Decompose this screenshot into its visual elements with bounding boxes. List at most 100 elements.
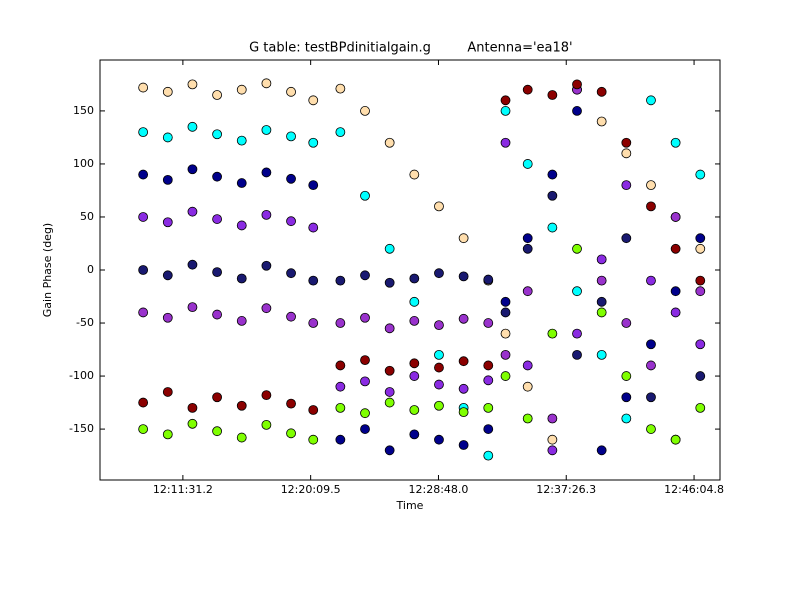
data-point [458, 440, 469, 450]
y-tick-label: -100 [69, 369, 94, 382]
data-point [261, 209, 272, 220]
data-point [621, 318, 632, 328]
x-tick-label: 12:11:31.2 [153, 483, 213, 496]
data-point [695, 371, 706, 381]
data-point [212, 171, 222, 182]
data-point [335, 318, 346, 328]
data-point [500, 371, 511, 381]
data-point [695, 402, 706, 413]
data-point [434, 362, 444, 373]
data-point [308, 318, 319, 328]
data-point [522, 243, 533, 254]
data-point [434, 434, 444, 445]
data-point [162, 132, 173, 143]
data-point [434, 201, 444, 212]
data-point [621, 148, 632, 159]
data-point [261, 78, 272, 89]
data-point [596, 307, 607, 318]
data-point [138, 212, 149, 222]
data-point [187, 402, 198, 413]
data-point [360, 355, 370, 366]
data-point [483, 375, 494, 386]
data-point [261, 419, 272, 430]
data-point [187, 302, 198, 313]
data-point [483, 402, 494, 413]
data-point [458, 271, 469, 282]
data-point [187, 259, 198, 270]
data-point [621, 180, 632, 191]
data-point [409, 169, 420, 180]
data-point [187, 79, 198, 90]
y-tick-label: 100 [73, 157, 94, 170]
data-point [621, 233, 632, 244]
data-point [547, 169, 558, 180]
data-point [384, 243, 395, 254]
data-point [261, 390, 272, 401]
data-point [335, 381, 346, 392]
data-point [286, 86, 296, 97]
data-point [138, 265, 149, 275]
data-point [596, 116, 607, 127]
data-point [547, 413, 558, 424]
data-point [384, 397, 395, 408]
data-point [500, 106, 511, 116]
data-point [621, 413, 632, 424]
data-point [572, 79, 582, 90]
data-point [572, 106, 582, 116]
data-point [646, 275, 656, 286]
data-point [308, 434, 319, 445]
data-point [670, 137, 681, 148]
data-point [483, 424, 494, 434]
data-point [458, 407, 469, 418]
data-point [409, 429, 420, 440]
data-point [522, 413, 533, 424]
data-point [335, 83, 346, 94]
data-point [646, 339, 656, 350]
data-point [695, 286, 706, 297]
data-point [212, 309, 222, 320]
data-point [236, 84, 247, 95]
data-point [212, 90, 222, 100]
chart-title: G table: testBPdinitialgain.g [249, 41, 431, 56]
data-point [286, 311, 296, 322]
data-point [409, 371, 420, 381]
data-point [434, 400, 444, 411]
data-point [547, 190, 558, 201]
data-point [695, 339, 706, 350]
data-point [308, 95, 319, 106]
data-point [212, 214, 222, 224]
data-point [308, 137, 319, 148]
data-point [162, 217, 173, 228]
data-point [621, 392, 632, 403]
data-point [483, 450, 494, 461]
data-point [434, 379, 444, 390]
data-point [308, 405, 319, 415]
data-point [384, 365, 395, 376]
data-point [500, 328, 511, 339]
data-point [236, 135, 247, 146]
data-point [547, 222, 558, 233]
data-point [646, 424, 656, 434]
data-point [695, 169, 706, 180]
data-point [596, 275, 607, 286]
data-point [187, 121, 198, 132]
data-point [308, 275, 319, 286]
data-point [335, 127, 346, 138]
data-point [458, 356, 469, 367]
data-point [695, 233, 706, 244]
y-axis-label: Gain Phase (deg) [41, 223, 54, 317]
data-point [522, 381, 533, 392]
data-point [138, 127, 149, 138]
data-point [458, 383, 469, 394]
data-point [596, 349, 607, 360]
data-point [547, 328, 558, 339]
x-axis-label: Time [396, 499, 424, 512]
data-point [434, 268, 444, 279]
data-point [547, 90, 558, 100]
data-point [547, 445, 558, 456]
data-point [500, 307, 511, 318]
data-point [434, 320, 444, 331]
data-point [360, 190, 370, 201]
